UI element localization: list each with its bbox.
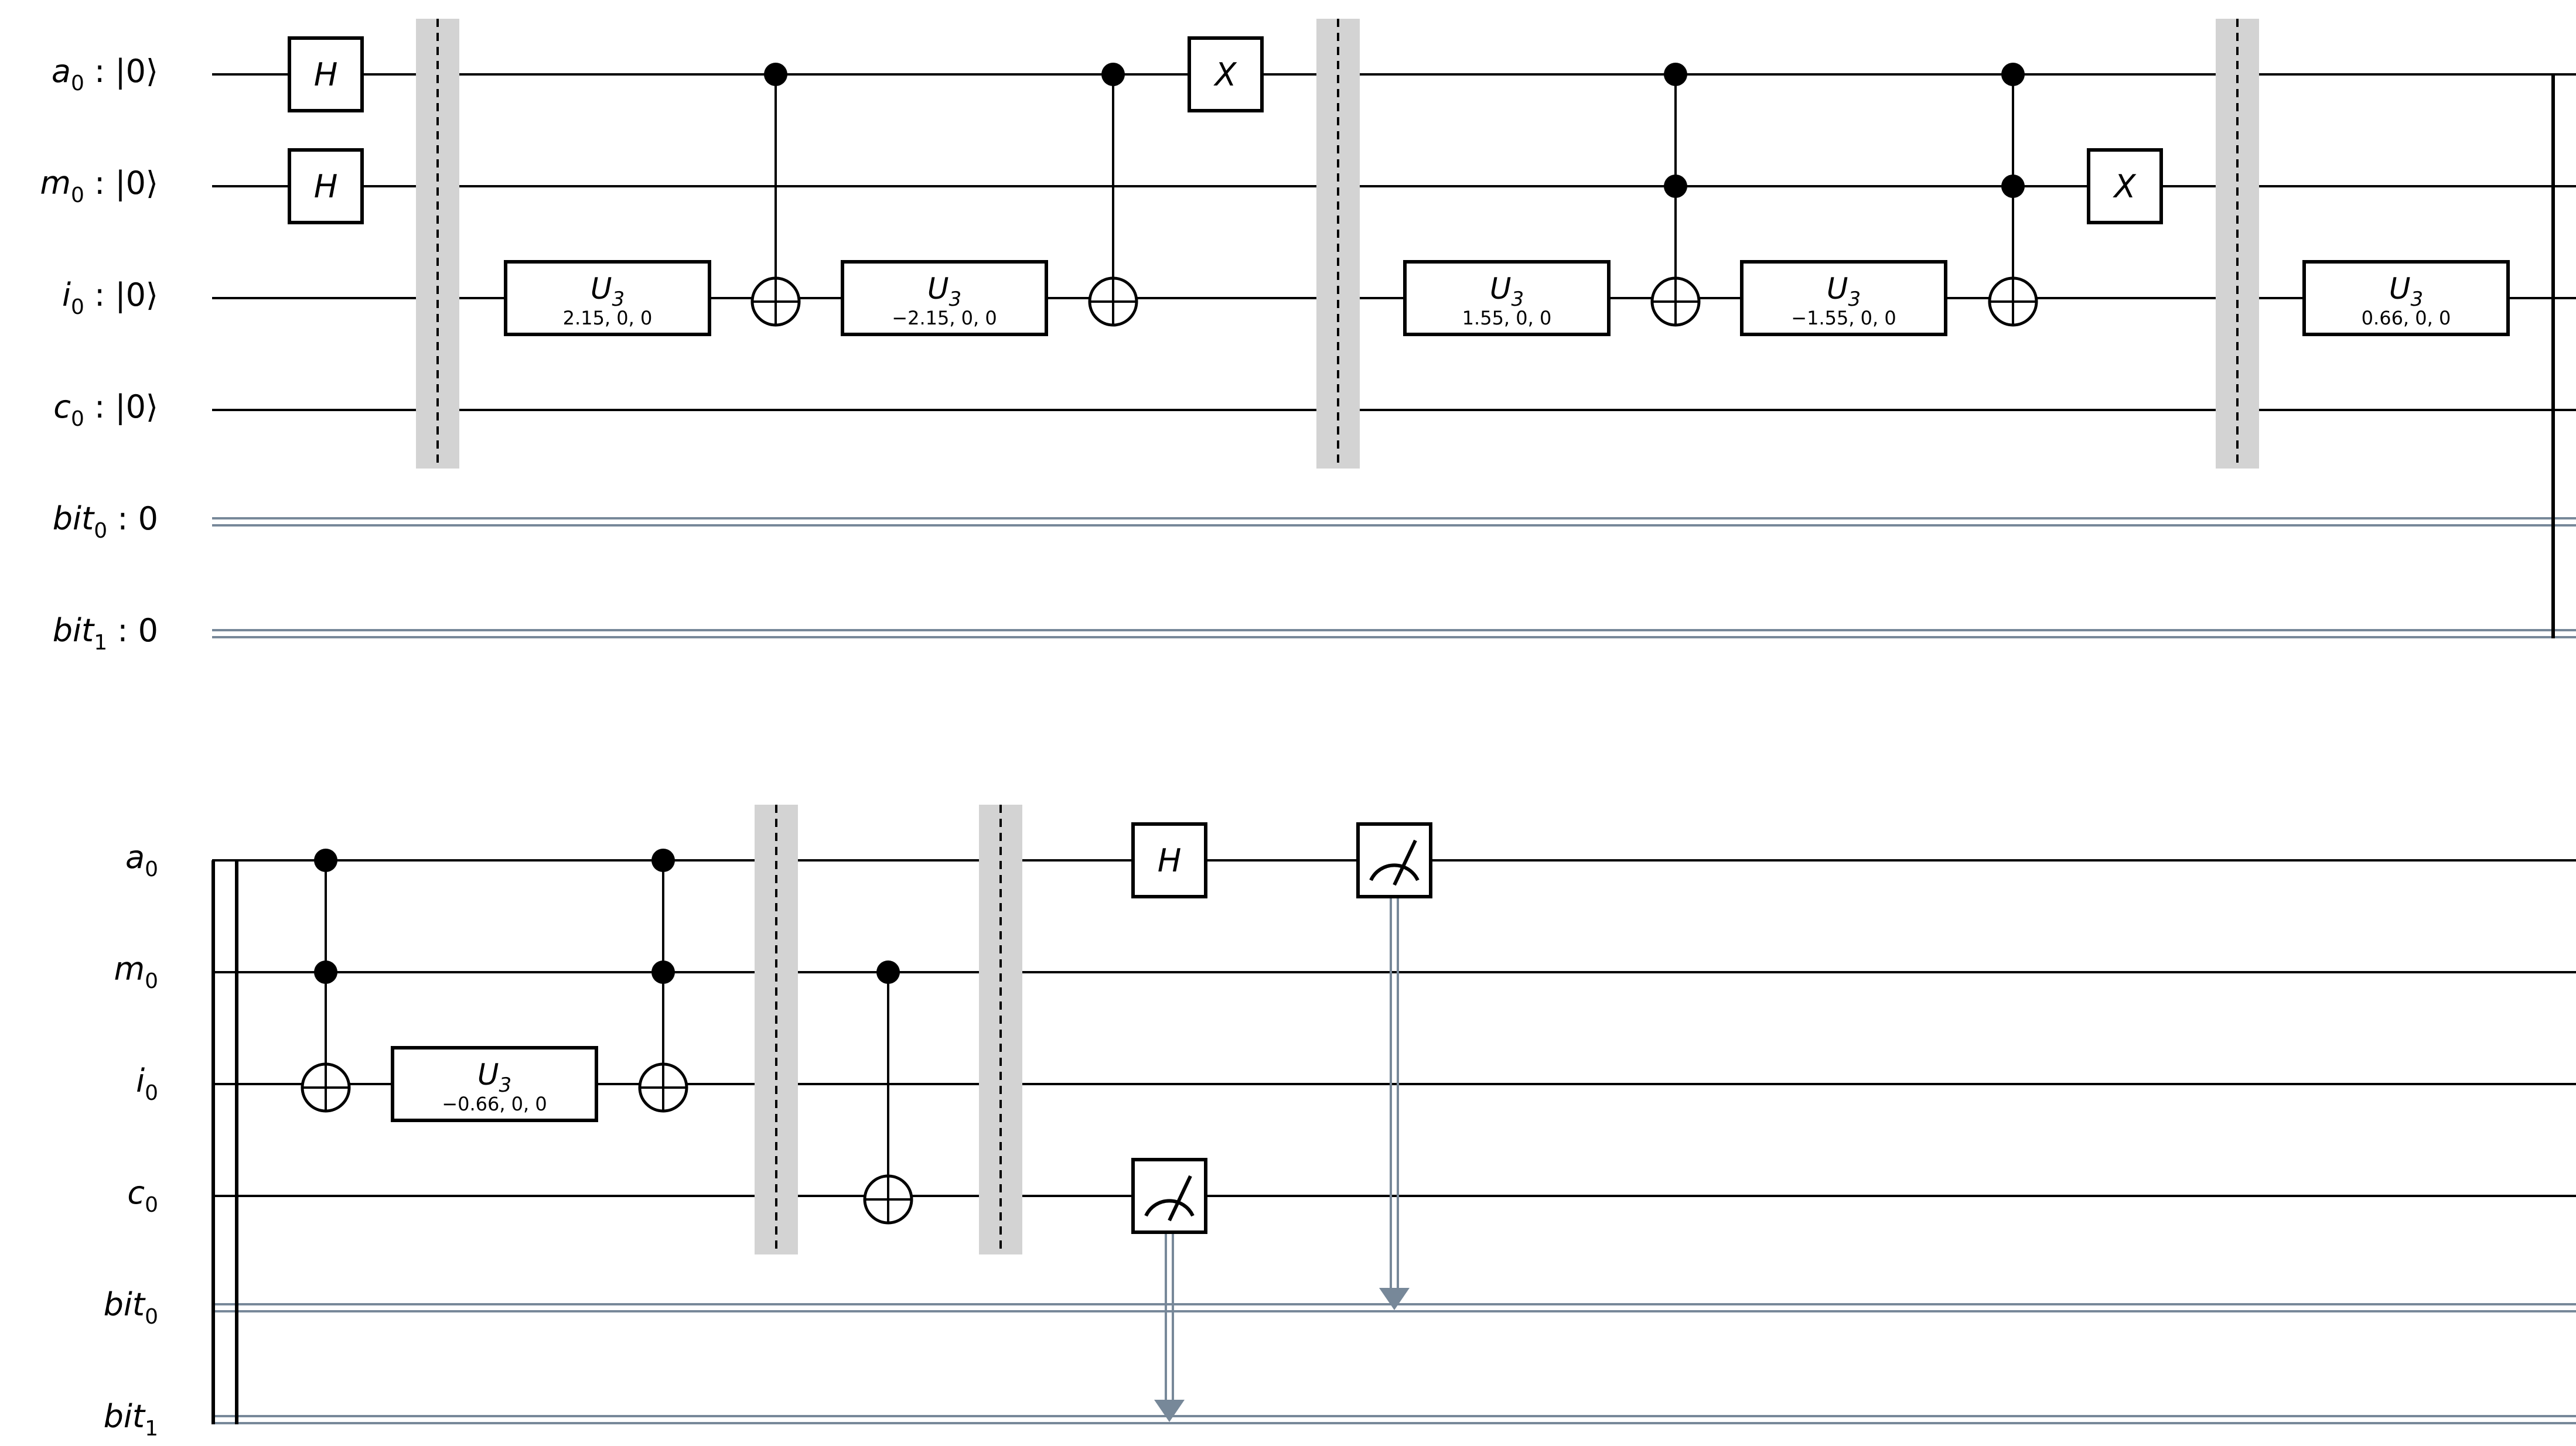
x-gate-label: X [2113,168,2137,205]
label-c0: c0 [127,1174,158,1217]
svg-text:U3: U3 [2389,272,2423,311]
barrier-5 [979,805,1022,1254]
label-a0: a0 : |0⟩ [52,53,158,95]
meter-icon [1144,1199,1195,1217]
cnot-gate-2 [1088,63,1138,327]
h-gate-label: H [314,56,338,93]
u3-params: 1.55, 0, 0 [1462,307,1552,329]
u3-params: 2.15, 0, 0 [563,307,653,329]
u3-gate-6: U3 −0.66, 0, 0 [391,1046,598,1122]
toffoli-gate-2 [1988,63,2038,327]
circuit-row-1: a0 : |0⟩ m0 : |0⟩ i0 : |0⟩ c0 : |0⟩ bit0… [40,19,2576,655]
wire-labels-row-1: a0 : |0⟩ m0 : |0⟩ i0 : |0⟩ c0 : |0⟩ bit0… [40,53,158,655]
label-i0: i0 [136,1062,158,1105]
label-c0: c0 : |0⟩ [53,388,158,431]
cnot-gate-3 [863,960,913,1225]
measure-a0 [1356,822,1432,1310]
u3-params: 0.66, 0, 0 [2362,307,2451,329]
control-dot [651,960,675,984]
u3-gate-4: U3 −1.55, 0, 0 [1740,260,1947,336]
h-gate-label: H [1158,842,1182,879]
control-dot [2001,175,2025,198]
svg-text:U3: U3 [1490,272,1524,311]
label-bit1: bit1 : 0 [53,612,158,655]
meter-icon [1369,863,1420,881]
measure-c0 [1131,1158,1207,1422]
wire-labels-row-2: a0 m0 i0 c0 bit0 bit1 [104,839,158,1441]
toffoli-gate-3 [301,849,351,1113]
control-dot [314,960,337,984]
measure-arrow-icon [1379,1288,1410,1310]
barrier-1 [416,19,459,469]
h-gate-label: H [314,168,338,205]
cnot-gate-1 [750,63,801,327]
label-bit0: bit0 [104,1286,158,1329]
label-bit0: bit0 : 0 [53,500,158,543]
control-dot [314,849,337,872]
u3-params: −2.15, 0, 0 [892,307,997,329]
control-dot [876,960,900,984]
wires-row-2 [212,859,2576,1424]
barrier-2 [1316,19,1360,469]
label-a0: a0 [125,839,158,881]
control-dot [2001,63,2025,86]
toffoli-gate-4 [638,849,688,1113]
circuit-row-2: a0 m0 i0 c0 bit0 bit1 [104,805,2576,1441]
h-gate-a0: H [288,36,364,112]
label-m0: m0 : |0⟩ [40,165,158,207]
control-dot [764,63,787,86]
toffoli-gate-1 [1650,63,1701,327]
u3-params: −0.66, 0, 0 [442,1093,547,1115]
u3-gate-2: U3 −2.15, 0, 0 [841,260,1048,336]
h-gate-m0: H [288,148,364,224]
control-dot [1664,63,1687,86]
u3-params: −1.55, 0, 0 [1791,307,1896,329]
x-gate-m0: X [2087,148,2163,224]
svg-text:U3: U3 [927,272,961,311]
u3-gate-5: U3 0.66, 0, 0 [2302,260,2510,336]
control-dot [651,849,675,872]
label-bit1: bit1 [104,1398,158,1441]
u3-gate-3: U3 1.55, 0, 0 [1403,260,1611,336]
control-dot [1664,175,1687,198]
x-gate-a0: X [1188,36,1264,112]
label-i0: i0 : |0⟩ [62,276,158,319]
h-gate-a0-final: H [1131,822,1207,898]
u3-gate-1: U3 2.15, 0, 0 [504,260,711,336]
x-gate-label: X [1213,56,1237,93]
label-m0: m0 [114,951,158,993]
svg-text:U3: U3 [591,272,625,311]
svg-text:U3: U3 [477,1058,511,1097]
measure-arrow-icon [1154,1400,1185,1422]
svg-text:U3: U3 [1827,272,1861,311]
barrier-3 [2216,19,2259,469]
barrier-4 [755,805,798,1254]
control-dot [1101,63,1125,86]
